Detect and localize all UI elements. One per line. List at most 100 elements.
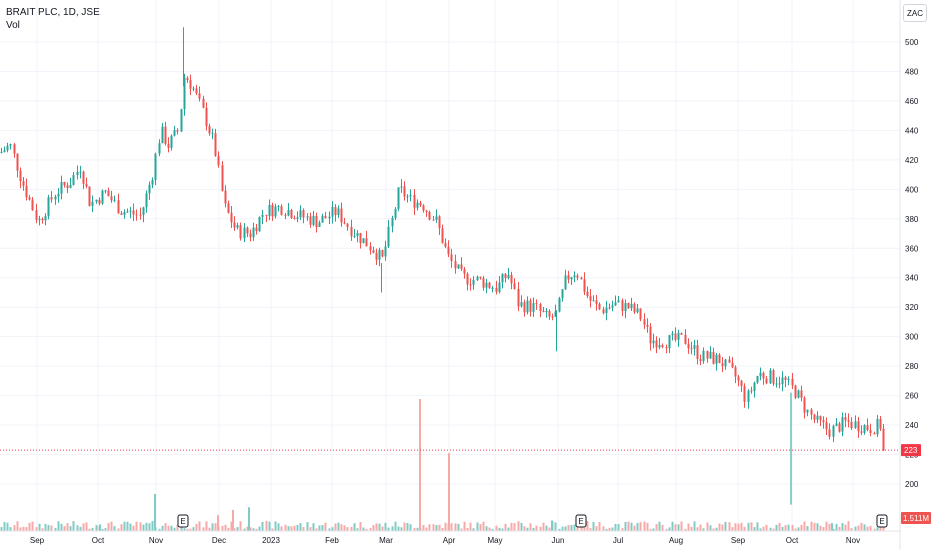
volume-bar xyxy=(72,521,75,531)
symbol-title[interactable]: BRAIT PLC, 1D, JSE xyxy=(6,7,100,18)
candle-down xyxy=(438,216,441,229)
candle-up xyxy=(356,232,359,237)
volume-bar xyxy=(863,524,866,531)
volume-bar xyxy=(88,528,91,531)
volume-bar xyxy=(825,521,828,531)
candle-up xyxy=(507,274,510,279)
candle-down xyxy=(800,390,803,398)
volume-bar xyxy=(416,527,419,531)
volume-bar xyxy=(860,522,863,531)
candle-down xyxy=(195,88,198,94)
volume-bar xyxy=(800,524,803,531)
volume-bar xyxy=(110,521,113,531)
candle-down xyxy=(822,420,825,423)
time-axis[interactable]: Sep Oct Nov Dec 2023 Feb Mar Apr May Jun Jul Aug Sep… xyxy=(30,536,860,545)
candle-down xyxy=(50,197,53,200)
price-tick-label: 280 xyxy=(905,362,919,371)
volume-bar xyxy=(542,522,545,531)
candle-up xyxy=(145,193,148,208)
volume-bar xyxy=(882,526,885,531)
candle-down xyxy=(734,367,737,377)
candle-down xyxy=(819,415,822,421)
candle-down xyxy=(784,377,787,380)
time-tick-label: Sep xyxy=(30,536,45,545)
candle-up xyxy=(797,390,800,398)
candle-up xyxy=(835,423,838,426)
candle-down xyxy=(857,421,860,432)
candle-down xyxy=(762,372,765,379)
candle-down xyxy=(224,190,227,204)
volume-bar xyxy=(406,522,409,531)
candle-down xyxy=(495,287,498,292)
volume-bar xyxy=(312,523,315,531)
candle-down xyxy=(271,204,274,217)
candle-up xyxy=(564,275,567,290)
currency-badge[interactable]: ZAC xyxy=(903,4,927,22)
candle-down xyxy=(687,343,690,349)
candle-down xyxy=(750,390,753,392)
candle-down xyxy=(120,213,123,215)
candle-down xyxy=(25,185,28,198)
volume-bar xyxy=(123,521,126,531)
volume-bar xyxy=(54,527,57,531)
candle-down xyxy=(728,359,731,363)
price-tick-label: 420 xyxy=(905,156,919,165)
candle-down xyxy=(482,278,485,288)
volume-bar xyxy=(781,527,784,531)
candle-down xyxy=(340,208,343,223)
candle-up xyxy=(394,208,397,218)
candle-up xyxy=(668,335,671,349)
volume-bar xyxy=(806,526,809,531)
candle-down xyxy=(413,194,416,208)
volume-legend-label[interactable]: Vol xyxy=(6,20,20,31)
volume-bar xyxy=(652,528,655,531)
volume-bar xyxy=(391,526,394,531)
volume-bar xyxy=(539,526,542,531)
volume-bar xyxy=(687,523,690,531)
volume-bar xyxy=(296,524,299,531)
volume-bar xyxy=(532,527,535,531)
candle-down xyxy=(740,380,743,387)
volume-bar xyxy=(3,521,6,531)
candle-down xyxy=(255,227,258,232)
candle-down xyxy=(684,334,687,344)
volume-bar xyxy=(299,523,302,531)
candle-up xyxy=(161,126,164,144)
volume-bar xyxy=(810,521,813,531)
candle-up xyxy=(57,193,60,197)
candle-down xyxy=(810,409,813,415)
candle-up xyxy=(671,333,674,336)
volume-bar xyxy=(699,524,702,531)
volume-spike xyxy=(217,515,219,531)
volume-bar xyxy=(400,527,403,531)
volume-bar xyxy=(208,527,211,531)
volume-bar xyxy=(460,528,463,531)
volume-bar xyxy=(838,526,841,531)
candle-up xyxy=(54,196,57,200)
candle-down xyxy=(13,144,16,154)
candle-down xyxy=(422,205,425,211)
volume-bar xyxy=(605,528,608,531)
volume-bar xyxy=(258,526,261,531)
candle-up xyxy=(476,276,479,281)
volume-bar xyxy=(639,522,642,531)
volume-bar xyxy=(403,522,406,531)
candle-up xyxy=(129,210,132,212)
candle-down xyxy=(608,307,611,309)
candle-down xyxy=(432,219,435,221)
volume-bar xyxy=(261,522,264,531)
time-tick-label: Dec xyxy=(212,536,226,545)
volume-bar xyxy=(324,522,327,531)
volume-bar xyxy=(432,524,435,531)
candle-down xyxy=(803,397,806,413)
candle-up xyxy=(545,311,548,313)
volume-bar xyxy=(362,527,365,531)
volume-bar xyxy=(756,522,759,531)
candle-down xyxy=(639,308,642,320)
time-tick-label: Jun xyxy=(552,536,565,545)
volume-bar xyxy=(44,523,47,531)
volume-bar xyxy=(576,526,579,531)
volume-bar xyxy=(340,524,343,531)
candle-down xyxy=(117,200,120,214)
